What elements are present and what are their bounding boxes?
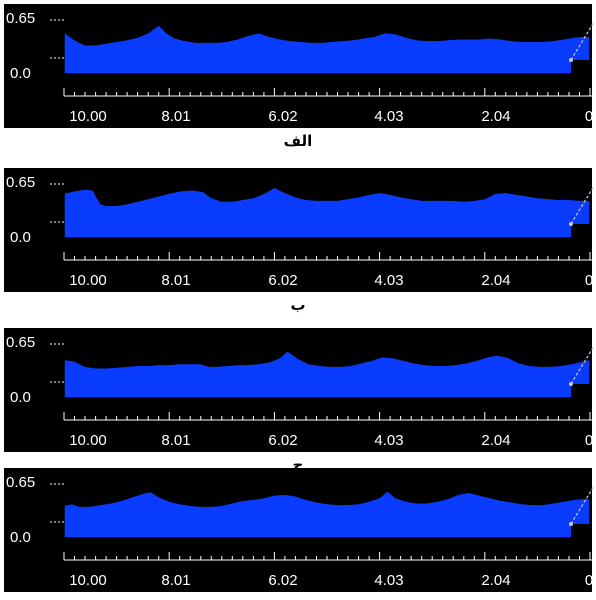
x-tick-label: 8.01 xyxy=(161,108,190,125)
cursor-dot xyxy=(569,382,573,386)
x-tick-label: 4.03 xyxy=(374,272,403,289)
x-tick-label: 8.01 xyxy=(161,432,190,449)
cursor-block xyxy=(571,60,592,76)
y-tick-label-max: 0.65 xyxy=(6,10,35,27)
x-tick-label: 4.03 xyxy=(374,572,403,589)
x-tick-label: 2.04 xyxy=(481,108,510,125)
y-tick-label-zero: 0.0 xyxy=(10,389,31,406)
x-tick-label: 2.04 xyxy=(481,572,510,589)
x-tick-label: 6.02 xyxy=(268,572,297,589)
panel-caption: د xyxy=(294,597,302,600)
cursor-dot xyxy=(569,58,573,62)
panel-caption: الف xyxy=(284,133,313,150)
x-tick-label: 6.02 xyxy=(268,108,297,125)
cursor-block xyxy=(571,224,592,240)
cursor-trace xyxy=(570,21,595,61)
x-tick-label: 6.02 xyxy=(268,272,297,289)
waveform-area xyxy=(63,186,591,239)
cursor-block xyxy=(571,524,592,540)
y-tick-label-zero: 0.0 xyxy=(10,229,31,246)
cursor-block xyxy=(571,384,592,400)
waveform-area xyxy=(63,349,591,399)
panel-caption: ب xyxy=(290,297,305,314)
chart-panel-2: 0.65 0.0 10.00 8.01 6.02 4.03 2.04 0 ب xyxy=(4,168,595,314)
cursor-trace xyxy=(570,345,595,385)
x-tick-label: 0 xyxy=(585,108,593,125)
y-tick-label-zero: 0.0 xyxy=(10,529,31,546)
panel-caption: ج xyxy=(293,457,304,474)
x-tick-label: 2.04 xyxy=(481,272,510,289)
cursor-trace xyxy=(570,185,595,225)
x-tick-label: 8.01 xyxy=(161,572,190,589)
chart-panel-1: 0.65 0.0 10.00 8.01 6.02 4.03 2.04 0 الف xyxy=(4,4,595,150)
x-tick-label: 8.01 xyxy=(161,272,190,289)
cursor-dot xyxy=(569,222,573,226)
y-tick-label-max: 0.65 xyxy=(6,474,35,491)
waveform-area xyxy=(63,23,591,75)
x-tick-label: 0 xyxy=(585,572,593,589)
chart-panel-3: 0.65 0.0 10.00 8.01 6.02 4.03 2.04 0 ج xyxy=(4,328,595,474)
x-tick-label: 10.00 xyxy=(69,572,107,589)
x-tick-label: 10.00 xyxy=(69,272,107,289)
x-tick-label: 6.02 xyxy=(268,432,297,449)
x-tick-label: 4.03 xyxy=(374,108,403,125)
chart-panel-4: 0.65 0.0 10.00 8.01 6.02 4.03 2.04 0 د xyxy=(4,468,595,600)
y-tick-label-zero: 0.0 xyxy=(10,65,31,82)
cursor-trace xyxy=(570,485,595,525)
y-tick-label-max: 0.65 xyxy=(6,174,35,191)
x-tick-label: 10.00 xyxy=(69,432,107,449)
x-tick-label: 4.03 xyxy=(374,432,403,449)
x-tick-label: 10.00 xyxy=(69,108,107,125)
x-tick-label: 0 xyxy=(585,272,593,289)
x-tick-label: 0 xyxy=(585,432,593,449)
x-tick-label: 2.04 xyxy=(481,432,510,449)
cursor-dot xyxy=(569,522,573,526)
y-tick-label-max: 0.65 xyxy=(6,334,35,351)
waveform-area xyxy=(63,489,591,539)
